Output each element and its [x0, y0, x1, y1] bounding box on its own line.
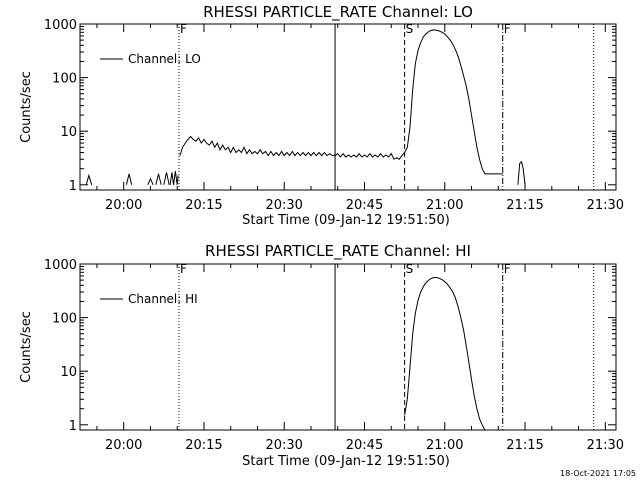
chart-title: RHESSI PARTICLE_RATE Channel: HI	[205, 242, 471, 261]
x-tick-label: 21:00	[426, 438, 463, 453]
y-tick-label: 100	[52, 72, 77, 87]
x-tick-label: 20:45	[346, 198, 383, 213]
x-tick-label: 21:30	[587, 438, 624, 453]
series-line	[179, 135, 336, 157]
x-tick-label: 20:30	[265, 198, 302, 213]
plot-frame	[79, 263, 617, 431]
x-tick-label: 21:15	[506, 438, 543, 453]
y-axis-label: Counts/sec	[19, 311, 34, 383]
x-tick-label: 20:15	[185, 198, 222, 213]
x-tick-label: 20:45	[346, 438, 383, 453]
series-line	[404, 277, 486, 431]
y-tick-label: 100	[52, 312, 77, 327]
y-tick-label: 1	[69, 179, 77, 194]
x-tick-label: 21:00	[426, 198, 463, 213]
x-tick-label: 20:15	[185, 438, 222, 453]
x-axis-label: Start Time (09-Jan-12 19:51:50)	[242, 454, 450, 469]
time-marker-label: S	[406, 22, 414, 36]
time-marker-label: F	[504, 22, 511, 36]
time-marker-label: F	[180, 22, 187, 36]
y-tick-label: 1000	[44, 18, 77, 33]
x-tick-label: 21:15	[506, 198, 543, 213]
y-tick-label: 1	[69, 419, 77, 434]
legend-label: Channel: LO	[128, 52, 201, 66]
time-marker-label: S	[406, 262, 414, 276]
y-tick-label: 10	[60, 125, 77, 140]
y-axis-label: Counts/sec	[19, 71, 34, 143]
chart-title: RHESSI PARTICLE_RATE Channel: LO	[203, 3, 473, 22]
series-line	[155, 173, 162, 185]
x-tick-label: 20:00	[105, 198, 142, 213]
y-tick-label: 1000	[44, 258, 77, 273]
legend-label: Channel: HI	[128, 292, 198, 306]
x-axis-label: Start Time (09-Jan-12 19:51:50)	[242, 213, 450, 228]
plot-frame	[79, 23, 617, 191]
footer-timestamp: 18-Oct-2021 17:05	[560, 469, 636, 478]
series-line	[334, 29, 503, 175]
time-marker-label: F	[504, 262, 511, 276]
series-line	[125, 173, 133, 185]
chart-panel-2: RHESSI PARTICLE_RATE Channel: HI 1 10 100 10…	[19, 242, 624, 469]
time-marker-label: F	[180, 262, 187, 276]
x-tick-label: 21:30	[587, 198, 624, 213]
series-line	[147, 177, 154, 186]
series-line	[163, 172, 170, 185]
series-line	[517, 160, 526, 185]
series-line	[85, 173, 93, 185]
series-line	[169, 171, 179, 185]
x-tick-label: 20:30	[265, 438, 302, 453]
chart-panel-1: RHESSI PARTICLE_RATE Channel: LO 1 10 100 10…	[19, 3, 624, 228]
y-tick-label: 10	[60, 365, 77, 380]
x-tick-label: 20:00	[105, 438, 142, 453]
